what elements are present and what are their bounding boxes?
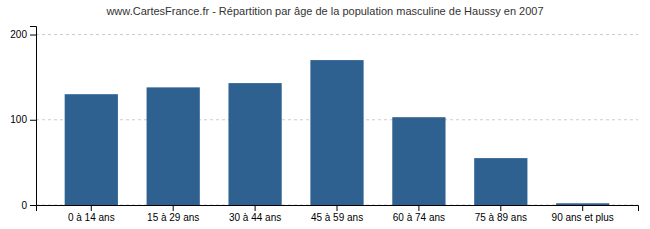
bar <box>556 203 609 205</box>
title: www.CartesFrance.fr - Répartition par âg… <box>105 5 543 17</box>
bars <box>65 60 610 205</box>
x-tick-mark <box>500 205 501 211</box>
x-tick-label: 90 ans et plus <box>552 212 614 223</box>
y-tick-label: 200 <box>10 29 27 40</box>
bar <box>392 117 445 205</box>
y-tick: 100 <box>10 114 36 125</box>
grid <box>36 35 638 205</box>
bar <box>147 87 200 205</box>
y-axis-line <box>30 27 37 206</box>
y-tick-label: 100 <box>10 114 27 125</box>
y-tick-mark <box>30 120 36 121</box>
y-tick-mark <box>30 205 36 206</box>
bar <box>228 83 281 205</box>
x-tick: 90 ans et plus <box>552 205 614 223</box>
x-tick-mark <box>337 205 338 211</box>
x-tick-mark <box>255 205 256 211</box>
y-tick-label: 0 <box>21 200 27 211</box>
x-tick-label: 0 à 14 ans <box>68 212 115 223</box>
x-tick: 30 à 44 ans <box>229 205 281 223</box>
y-tick: 0 <box>21 200 36 211</box>
y-axis: 0 100 200 <box>10 27 36 211</box>
x-axis: 0 à 14 ans 15 à 29 ans 30 à 44 ans 45 à 59 … <box>37 205 639 223</box>
x-tick: 45 à 59 ans <box>311 205 363 223</box>
x-tick-label: 30 à 44 ans <box>229 212 281 223</box>
x-tick-label: 60 à 74 ans <box>393 212 445 223</box>
x-tick-label: 15 à 29 ans <box>147 212 199 223</box>
x-tick-mark <box>418 205 419 211</box>
x-tick: 60 à 74 ans <box>393 205 445 223</box>
x-tick-mark <box>91 205 92 211</box>
x-tick-label: 75 à 89 ans <box>475 212 527 223</box>
y-tick-mark <box>30 35 36 36</box>
y-tick: 200 <box>10 29 36 40</box>
x-tick-label: 45 à 59 ans <box>311 212 363 223</box>
x-tick: 15 à 29 ans <box>147 205 199 223</box>
plot: 0 100 200 0 à 14 ans 15 à 29 ans 30 à 44 ans 4… <box>10 27 638 224</box>
grid-line <box>36 34 638 35</box>
x-tick: 75 à 89 ans <box>475 205 527 223</box>
x-tick-mark <box>173 205 174 211</box>
bar <box>474 158 527 205</box>
x-tick: 0 à 14 ans <box>68 205 115 223</box>
chart: 0 100 200 0 à 14 ans 15 à 29 ans 30 à 44 ans 4… <box>0 0 650 229</box>
x-tick-mark <box>582 205 583 211</box>
bar <box>65 94 118 205</box>
x-axis-line <box>37 206 639 212</box>
bar <box>310 60 363 205</box>
